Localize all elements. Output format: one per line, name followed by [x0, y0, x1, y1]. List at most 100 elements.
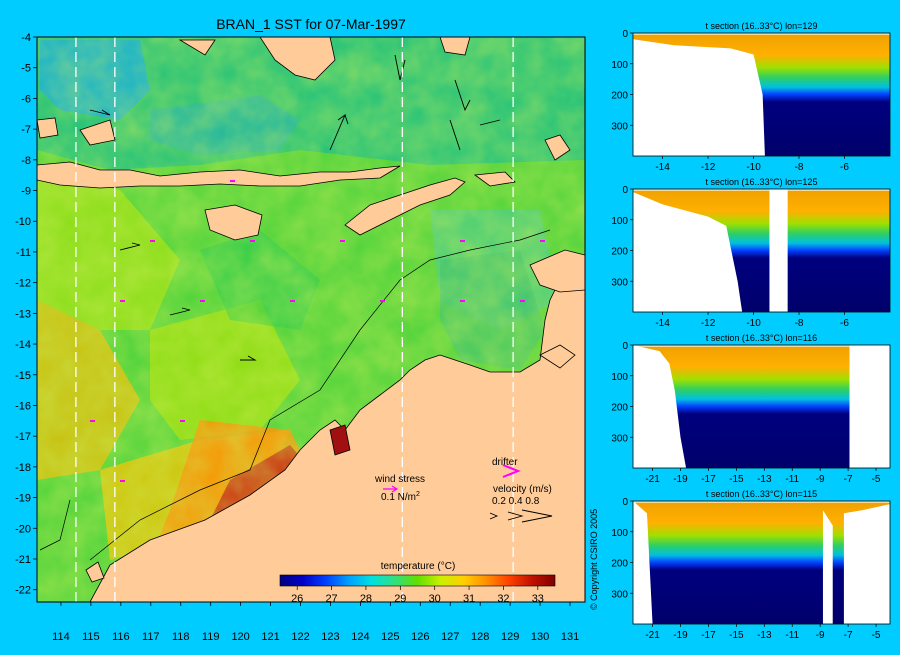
section-land-mask [849, 345, 890, 468]
map-x-tick-label: 129 [501, 631, 519, 643]
temperature-sections: t section (16..33°C) lon=129 -14 -12 -10 -8 -… [611, 21, 891, 641]
map-y-tick-label: -16 [15, 400, 31, 412]
sumbawa-coast [79, 119, 116, 146]
section-y-tick-label: 100 [611, 60, 628, 71]
section-lines [75, 37, 514, 602]
section-x-tick-label: -17 [701, 630, 716, 641]
map-y-tick-label: -12 [15, 278, 31, 290]
colorbar-tick-label: 29 [394, 593, 406, 605]
section-y-tick-label: 100 [611, 528, 628, 539]
section-x-tick-label: -8 [795, 318, 804, 329]
map-y-tick-label: -7 [21, 124, 31, 136]
java-nusa-tenggara-chain [37, 161, 401, 189]
section-x-tick-label: -6 [840, 162, 849, 173]
timor-island [344, 177, 466, 236]
section-y-tick-label: 100 [611, 372, 628, 383]
map-y-tick-label: -20 [15, 523, 31, 535]
section-surface [633, 189, 890, 191]
sumba-island [204, 204, 263, 241]
buru-island [439, 37, 471, 56]
colorbar-tick-label: 31 [463, 593, 475, 605]
drifter-label: drifter [492, 457, 518, 468]
map-y-tick-label: -10 [15, 216, 31, 228]
map-y-tick-label: -21 [15, 554, 31, 566]
section-x-tick-label: -6 [840, 318, 849, 329]
section-y-tick-label: 100 [611, 216, 628, 227]
map-x-tick-label: 118 [172, 631, 190, 643]
map-x-axis: 114 115 116 117 118 119 120 121 122 123 124 125 126 1… [52, 602, 579, 643]
map-x-tick-label: 125 [381, 631, 399, 643]
section-y-tick-label: 300 [611, 277, 628, 288]
section-panel: t section (16..33°C) lon=116 -21 -19 -17 -15… [611, 333, 891, 485]
map-y-axis: -4 -5 -6 -7 -8 -9 -10 -11 -12 -13 -14 -15 -16 -17 -18 -… [15, 32, 37, 597]
colorbar-ticks: 26 27 28 29 30 31 32 33 [291, 586, 544, 605]
section-x-tick-label: -11 [785, 630, 799, 641]
section-x-tick-label: -21 [645, 474, 660, 485]
colorbar-bar [279, 574, 556, 587]
melville-island [539, 344, 576, 369]
section-surface [633, 33, 890, 35]
section-panel: t section (16..33°C) lon=125 -14 -12 -10 -8 -… [611, 177, 891, 329]
map-x-tick-label: 120 [231, 631, 249, 643]
section-land-mask [843, 504, 890, 624]
velocity-scale-arrows-icon [489, 509, 553, 523]
section-surface [633, 345, 890, 347]
wind-stress-arrow-icon [383, 485, 399, 493]
section-x-tick-label: -7 [844, 630, 853, 641]
section-y-tick-label: 200 [611, 559, 628, 570]
section-y-tick-label: 0 [622, 29, 628, 40]
map-y-tick-label: -6 [21, 93, 31, 105]
section-y-tick-label: 200 [611, 403, 628, 414]
map-y-tick-label: -19 [15, 493, 31, 505]
map-y-tick-label: -8 [21, 155, 31, 167]
section-title: t section (16..33°C) lon=116 [706, 333, 817, 343]
drifter-markers [90, 180, 545, 482]
map-x-tick-label: 128 [471, 631, 489, 643]
section-y-tick-label: 0 [622, 497, 628, 508]
copyright: © Copyright CSIRO 2005 [589, 509, 599, 610]
map-y-tick-label: -15 [15, 370, 31, 382]
lombok-island [37, 117, 59, 139]
section-land-mask [633, 39, 765, 156]
map-x-tick-label: 119 [202, 631, 220, 643]
section-x-tick-label: -9 [816, 630, 825, 641]
colorbar-tick-label: 30 [429, 593, 441, 605]
section-land-mask [633, 192, 743, 312]
map-legend: wind stress 0.1 N/m2 drifter velocity (m… [374, 457, 553, 523]
map-y-tick-label: -4 [21, 32, 31, 44]
drifter-arrow-icon [502, 464, 521, 478]
colorbar-label: temperature (°C) [381, 561, 456, 572]
section-y-tick-label: 0 [622, 341, 628, 352]
map-x-tick-label: 126 [411, 631, 429, 643]
section-land-mask [769, 189, 788, 312]
section-y-tick-label: 200 [611, 91, 628, 102]
section-title: t section (16..33°C) lon=129 [706, 21, 818, 31]
section-land-mask [633, 345, 688, 468]
velocity-label: velocity (m/s) [493, 484, 552, 495]
wind-stress-scale: 0.1 N/m2 [381, 491, 420, 503]
map-x-tick-label: 116 [112, 631, 130, 643]
section-x-tick-label: -21 [645, 630, 660, 641]
land [37, 37, 585, 602]
section-y-tick-label: 200 [611, 247, 628, 258]
section-x-tick-label: -13 [757, 630, 772, 641]
bathymetry-contour [89, 229, 551, 561]
section-y-tick-label: 300 [611, 121, 628, 132]
map-y-tick-label: -14 [15, 339, 31, 351]
colorbar-tick-label: 32 [497, 593, 509, 605]
map-x-tick-label: 122 [291, 631, 309, 643]
section-x-tick-label: -9 [816, 474, 825, 485]
velocity-arrows [89, 54, 501, 361]
map-y-tick-label: -9 [21, 186, 31, 198]
section-land-mask [633, 501, 653, 624]
colorbar-tick-label: 33 [532, 593, 544, 605]
section-title: t section (16..33°C) lon=115 [706, 489, 817, 499]
sst-map [37, 37, 585, 602]
bathymetry-contour [39, 499, 71, 551]
section-x-tick-label: -12 [701, 162, 716, 173]
sulawesi-south [259, 37, 336, 81]
section-title: t section (16..33°C) lon=125 [706, 177, 818, 187]
map-y-tick-label: -22 [15, 585, 31, 597]
map-x-tick-label: 114 [52, 631, 70, 643]
